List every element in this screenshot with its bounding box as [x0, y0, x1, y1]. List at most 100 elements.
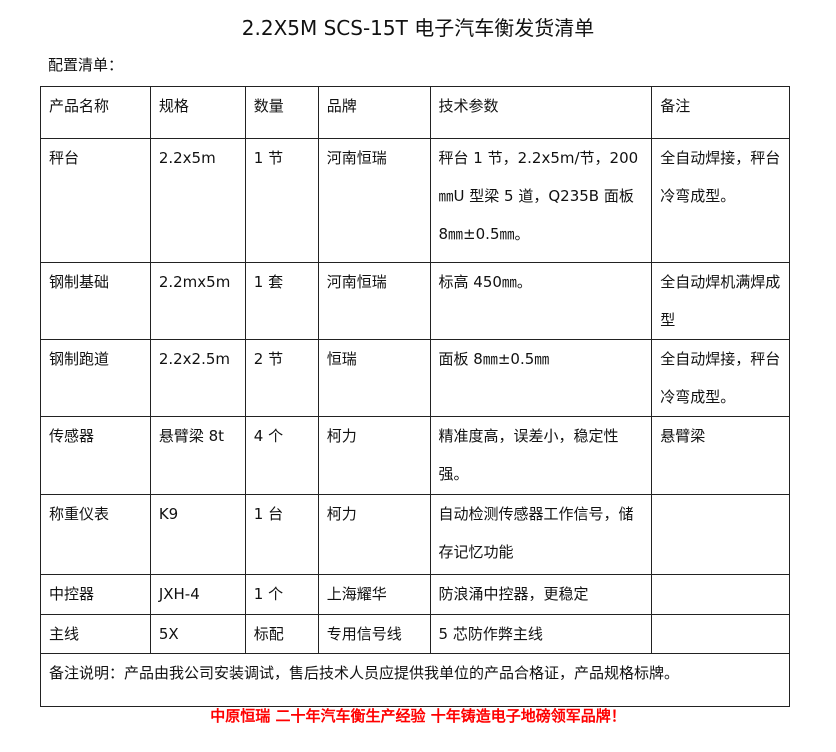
- table-cell: 标配: [244, 614, 319, 654]
- cell-text: 1 个: [253, 585, 284, 603]
- table-cell: 标高 450㎜。: [429, 262, 653, 340]
- cell-text: 钢制跑道: [49, 350, 110, 368]
- table-cell: 秤台 1 节，2.2x5m/节，200㎜U 型梁 5 道，Q235B 面板 8㎜…: [429, 138, 653, 263]
- table-row: 钢制基础 2.2mx5m 1 套 河南恒瑞 标高 450㎜。 全自动焊机满焊成型: [40, 262, 790, 340]
- table-cell: 产品名称: [40, 86, 151, 139]
- table-cell: 2 节: [244, 339, 319, 417]
- cell-text: 中控器: [49, 585, 95, 603]
- table-cell: 专用信号线: [317, 614, 431, 654]
- cell-text: 悬臂梁 8t: [158, 427, 225, 445]
- cell-text: 全自动焊机满焊成型: [660, 273, 781, 329]
- table-cell: 防浪涌中控器，更稳定: [429, 574, 653, 615]
- table-cell: 悬臂梁 8t: [149, 416, 246, 495]
- table-cell: 悬臂梁: [651, 416, 790, 495]
- cell-text: 全自动焊接，秤台冷弯成型。: [660, 149, 781, 205]
- cell-text: 4 个: [253, 427, 284, 445]
- cell-text: 5 芯防作弊主线: [438, 625, 543, 643]
- table-cell: 技术参数: [429, 86, 653, 139]
- cell-text: 1 台: [253, 505, 284, 523]
- table-header-row: 产品名称 规格 数量 品牌 技术参数 备注: [40, 86, 790, 139]
- table-cell: 数量: [244, 86, 319, 139]
- table-cell: 全自动焊机满焊成型: [651, 262, 790, 340]
- cell-text: K9: [158, 505, 179, 523]
- table-cell: 上海耀华: [317, 574, 431, 615]
- cell-text: 全自动焊接，秤台冷弯成型。: [660, 350, 781, 406]
- table-cell: [651, 574, 790, 615]
- cell-text: 秤台: [49, 149, 80, 167]
- cell-text: 悬臂梁: [660, 427, 706, 445]
- cell-text: 河南恒瑞: [326, 149, 387, 167]
- table-cell: [651, 614, 790, 654]
- cell-text: 技术参数: [438, 97, 499, 115]
- cell-text: 2 节: [253, 350, 284, 368]
- table-cell: 全自动焊接，秤台冷弯成型。: [651, 138, 790, 263]
- table-cell: 中控器: [40, 574, 151, 615]
- table-cell: 2.2x2.5m: [149, 339, 246, 417]
- table-cell: 5X: [149, 614, 246, 654]
- cell-text: 上海耀华: [326, 585, 387, 603]
- table-cell: 称重仪表: [40, 494, 151, 575]
- cell-text: 产品名称: [49, 97, 110, 115]
- table-cell: 备注: [651, 86, 790, 139]
- table-cell: 柯力: [317, 416, 431, 495]
- cell-text: 标高 450㎜。: [438, 273, 532, 291]
- footer-slogan: 中原恒瑞 二十年汽车衡生产经验 十年铸造电子地磅领军品牌！: [210, 707, 626, 725]
- cell-text: 河南恒瑞: [326, 273, 387, 291]
- table-row: 传感器 悬臂梁 8t 4 个 柯力 精准度高，误差小，稳定性强。 悬臂梁: [40, 416, 790, 495]
- table-cell: 1 个: [244, 574, 319, 615]
- cell-text: 2.2x5m: [158, 149, 216, 167]
- table-cell: 钢制基础: [40, 262, 151, 340]
- cell-text: 2.2mx5m: [158, 273, 231, 291]
- table-cell: 河南恒瑞: [317, 138, 431, 263]
- remark-text: 备注说明：产品由我公司安装调试，售后技术人员应提供我单位的产品合格证，产品规格标…: [49, 664, 680, 682]
- table-cell: 传感器: [40, 416, 151, 495]
- cell-text: 数量: [253, 97, 284, 115]
- table-row: 主线 5X 标配 专用信号线 5 芯防作弊主线: [40, 614, 790, 654]
- table-cell: 主线: [40, 614, 151, 654]
- cell-text: JXH-4: [158, 585, 200, 603]
- cell-text: 主线: [49, 625, 80, 643]
- table-cell: 规格: [149, 86, 246, 139]
- table-cell: 柯力: [317, 494, 431, 575]
- section-label: 配置清单：: [48, 56, 124, 74]
- cell-text: 标配: [253, 625, 284, 643]
- table-cell: 秤台: [40, 138, 151, 263]
- page-title: 2.2X5M SCS-15T 电子汽车衡发货清单: [241, 16, 595, 40]
- table-cell: 河南恒瑞: [317, 262, 431, 340]
- table-cell: [651, 494, 790, 575]
- table-cell: 恒瑞: [317, 339, 431, 417]
- table-row: 称重仪表 K9 1 台 柯力 自动检测传感器工作信号，储存记忆功能: [40, 494, 790, 575]
- cell-text: 专用信号线: [326, 625, 402, 643]
- cell-text: 传感器: [49, 427, 95, 445]
- table-cell: 1 节: [244, 138, 319, 263]
- cell-text: 备注: [660, 97, 691, 115]
- cell-text: 防浪涌中控器，更稳定: [438, 585, 589, 603]
- table-row: 中控器 JXH-4 1 个 上海耀华 防浪涌中控器，更稳定: [40, 574, 790, 615]
- table-cell: 自动检测传感器工作信号，储存记忆功能: [429, 494, 653, 575]
- cell-text: 柯力: [326, 505, 357, 523]
- cell-text: 2.2x2.5m: [158, 350, 231, 368]
- table-row: 钢制跑道 2.2x2.5m 2 节 恒瑞 面板 8㎜±0.5㎜ 全自动焊接，秤台冷弯成型。: [40, 339, 790, 417]
- table-cell: 5 芯防作弊主线: [429, 614, 653, 654]
- cell-text: 自动检测传感器工作信号，储存记忆功能: [438, 505, 634, 561]
- cell-text: 1 套: [253, 273, 284, 291]
- cell-text: 恒瑞: [326, 350, 357, 368]
- cell-text: 精准度高，误差小，稳定性强。: [438, 427, 619, 483]
- table-cell: K9: [149, 494, 246, 575]
- table-cell: JXH-4: [149, 574, 246, 615]
- remark-row: 备注说明：产品由我公司安装调试，售后技术人员应提供我单位的产品合格证，产品规格标…: [40, 653, 790, 707]
- table-cell: 精准度高，误差小，稳定性强。: [429, 416, 653, 495]
- cell-text: 5X: [158, 625, 179, 643]
- table-cell: 钢制跑道: [40, 339, 151, 417]
- cell-text: 柯力: [326, 427, 357, 445]
- remark-cell: 备注说明：产品由我公司安装调试，售后技术人员应提供我单位的产品合格证，产品规格标…: [40, 653, 790, 707]
- cell-text: 1 节: [253, 149, 284, 167]
- table-cell: 2.2x5m: [149, 138, 246, 263]
- cell-text: 品牌: [326, 97, 357, 115]
- table-cell: 1 套: [244, 262, 319, 340]
- table-cell: 全自动焊接，秤台冷弯成型。: [651, 339, 790, 417]
- table-cell: 2.2mx5m: [149, 262, 246, 340]
- cell-text: 面板 8㎜±0.5㎜: [438, 350, 550, 368]
- table-cell: 4 个: [244, 416, 319, 495]
- table-cell: 面板 8㎜±0.5㎜: [429, 339, 653, 417]
